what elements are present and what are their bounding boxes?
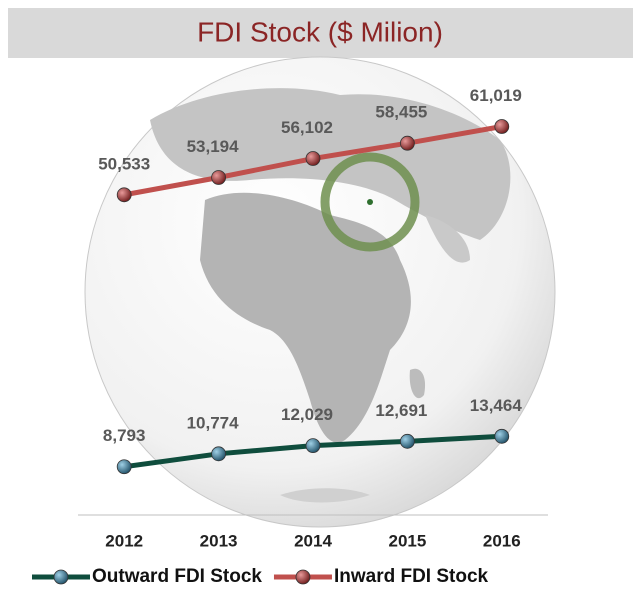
marker xyxy=(211,446,227,462)
marker xyxy=(211,170,227,185)
x-tick-label: 2012 xyxy=(105,531,143,550)
marker xyxy=(399,135,415,151)
marker xyxy=(305,151,321,166)
legend-marker xyxy=(53,569,69,585)
legend-label: Outward FDI Stock xyxy=(92,566,262,587)
data-label: 56,102 xyxy=(281,118,333,137)
marker xyxy=(116,459,132,475)
marker xyxy=(116,187,132,203)
x-tick-label: 2013 xyxy=(200,531,238,550)
x-tick-label: 2014 xyxy=(294,531,332,550)
globe xyxy=(84,56,556,528)
marker xyxy=(399,433,415,449)
data-label: 12,691 xyxy=(375,401,427,420)
data-label: 10,774 xyxy=(187,413,240,432)
data-label: 50,533 xyxy=(98,154,150,173)
data-label: 8,793 xyxy=(103,426,146,445)
data-label: 61,019 xyxy=(470,86,522,105)
marker xyxy=(494,428,510,444)
x-tick-label: 2016 xyxy=(483,531,521,550)
data-label: 13,464 xyxy=(470,396,523,415)
chart-title: FDI Stock ($ Milion) xyxy=(197,16,443,47)
legend-marker xyxy=(295,569,311,585)
legend-label: Inward FDI Stock xyxy=(334,566,489,587)
x-tick-label: 2015 xyxy=(388,531,426,550)
marker xyxy=(494,119,510,134)
title-bar xyxy=(8,8,633,58)
data-label: 53,194 xyxy=(187,137,240,156)
marker xyxy=(305,438,321,454)
data-label: 58,455 xyxy=(375,103,427,122)
data-label: 12,029 xyxy=(281,405,333,424)
